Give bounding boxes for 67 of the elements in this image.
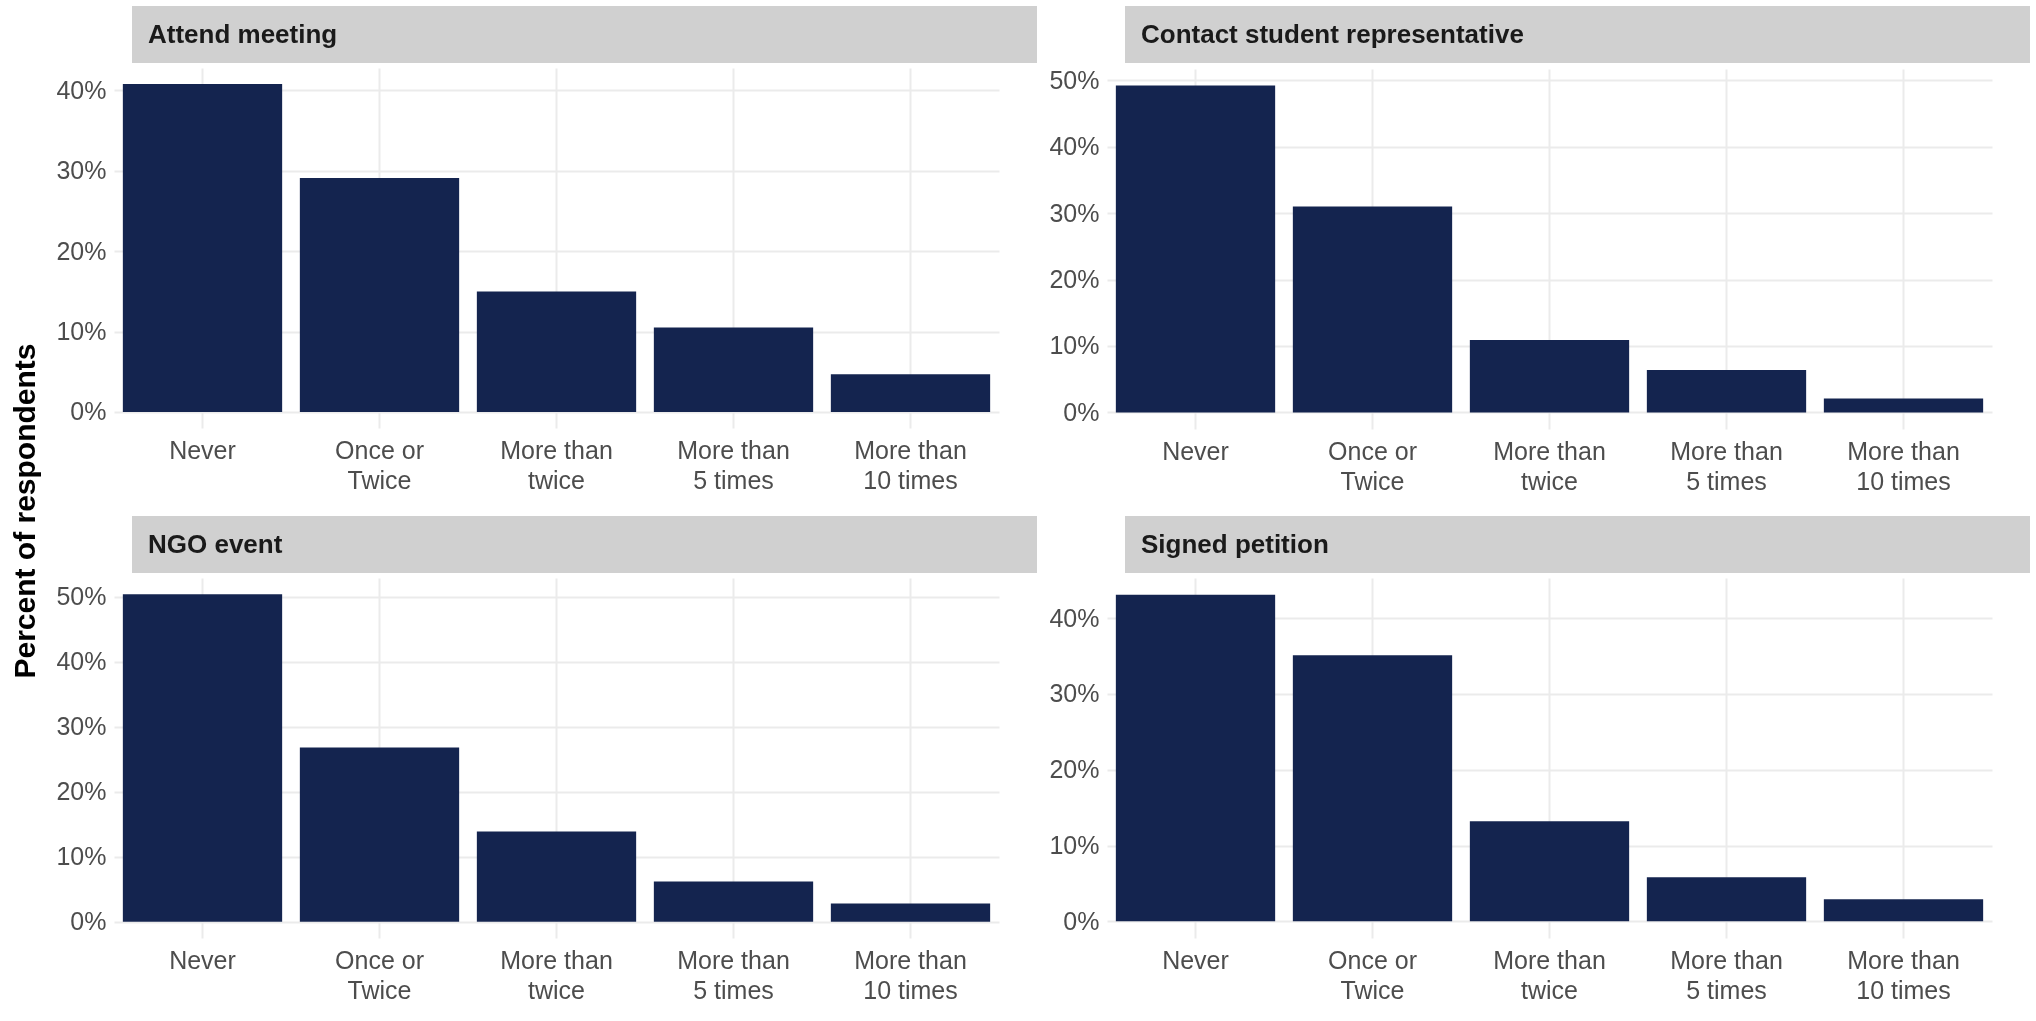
x-tick-label: More than twice (1493, 945, 1606, 1004)
y-tick-label: 30% (56, 712, 107, 741)
x-tick-label: More than 5 times (1670, 436, 1783, 495)
bar (476, 831, 637, 922)
y-tick-label: 0% (70, 907, 107, 936)
bar (476, 291, 637, 412)
y-tick-label: 30% (56, 156, 107, 185)
x-tick-label: Once or Twice (335, 945, 424, 1004)
y-tick-label: 40% (1049, 603, 1100, 632)
x-tick-label: More than twice (500, 945, 613, 1004)
chart-title: Attend meeting (132, 6, 1037, 63)
x-tick-label: More than 10 times (1847, 436, 1960, 495)
bar (299, 178, 460, 412)
x-tick-label: Never (1162, 436, 1229, 465)
bar (1469, 821, 1630, 922)
x-tick-label: More than 10 times (854, 945, 967, 1004)
bar (1292, 655, 1453, 922)
bar (122, 594, 283, 922)
y-tick-label: 0% (70, 397, 107, 426)
bar (653, 881, 814, 922)
bar (1292, 206, 1453, 413)
x-tick-label: Once or Twice (1328, 945, 1417, 1004)
chart-title: Contact student representative (1125, 6, 2030, 63)
y-tick-label: 20% (56, 777, 107, 806)
y-tick-label: 0% (1063, 397, 1100, 426)
x-tick-label: More than 10 times (854, 435, 967, 494)
bar (1646, 877, 1807, 922)
bar (653, 327, 814, 412)
y-tick-label: 50% (1049, 65, 1100, 94)
chart-title: Signed petition (1125, 516, 2030, 573)
x-tick-label: Never (169, 945, 236, 974)
bar (1823, 899, 1984, 922)
x-tick-label: More than twice (500, 435, 613, 494)
y-tick-label: 40% (56, 76, 107, 104)
x-tick-label: Never (1162, 945, 1229, 974)
bar (830, 903, 991, 922)
y-tick-label: 10% (1049, 831, 1100, 860)
x-tick-label: Once or Twice (1328, 436, 1417, 495)
y-tick-label: 20% (1049, 755, 1100, 784)
bar (1115, 85, 1276, 413)
bar (1646, 369, 1807, 413)
y-tick-label: 40% (1049, 132, 1100, 161)
x-tick-label: Never (169, 435, 236, 464)
x-tick-label: More than twice (1493, 436, 1606, 495)
y-tick-label: 10% (56, 317, 107, 346)
y-tick-label: 30% (1049, 198, 1100, 227)
bar (1823, 398, 1984, 413)
x-tick-label: More than 5 times (677, 945, 790, 1004)
y-tick-label: 10% (1049, 331, 1100, 360)
y-tick-label: 20% (56, 236, 107, 265)
bar (122, 84, 283, 412)
bar (830, 374, 991, 412)
y-tick-label: 50% (56, 582, 107, 611)
x-tick-label: Once or Twice (335, 435, 424, 494)
x-tick-label: More than 5 times (677, 435, 790, 494)
y-tick-label: 30% (1049, 679, 1100, 708)
y-tick-label: 40% (56, 647, 107, 676)
y-tick-label: 20% (1049, 265, 1100, 294)
y-tick-label: 0% (1063, 906, 1100, 935)
y-tick-label: 10% (56, 842, 107, 871)
x-tick-label: More than 5 times (1670, 945, 1783, 1004)
x-tick-label: More than 10 times (1847, 945, 1960, 1004)
chart-title: NGO event (132, 516, 1037, 573)
bar (1469, 340, 1630, 413)
bar (299, 747, 460, 922)
y-axis-title: Percent of respondents (8, 342, 42, 679)
bar (1115, 594, 1276, 922)
